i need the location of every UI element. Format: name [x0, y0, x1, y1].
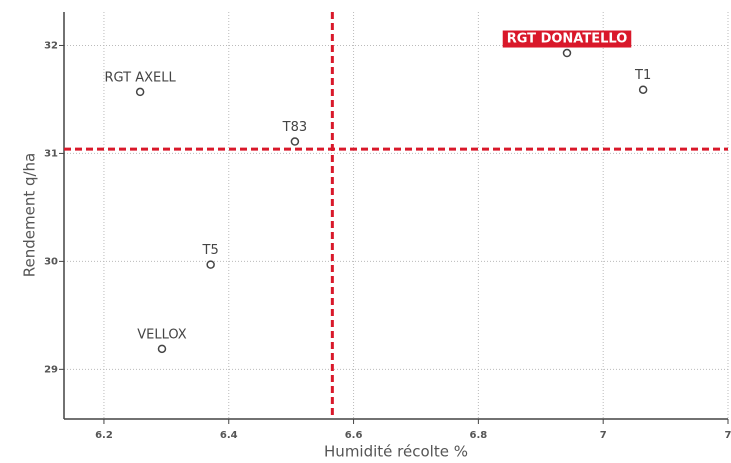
- point: [562, 48, 572, 58]
- point: [157, 344, 167, 354]
- y-tick-label: 29: [44, 364, 58, 375]
- y-axis-label: Rendement q/ha: [21, 153, 39, 278]
- x-tick-label: 6.6: [345, 430, 363, 441]
- x-tick-label: 7: [725, 430, 731, 441]
- point: [135, 87, 145, 97]
- x-tick-label: 6.2: [95, 430, 113, 441]
- y-tick-label: 30: [44, 256, 58, 267]
- x-tick-label: 6.8: [470, 430, 488, 441]
- y-tick-label: 31: [44, 148, 58, 159]
- x-tick-label: 6.4: [220, 430, 238, 441]
- point-label: T1: [634, 68, 651, 83]
- point-label: T5: [202, 243, 219, 258]
- point-label: T83: [282, 120, 307, 135]
- point-label: RGT AXELL: [105, 70, 177, 85]
- point: [638, 85, 648, 94]
- point-label: VELLOX: [137, 327, 187, 342]
- point: [290, 137, 300, 146]
- label-highlight: [502, 30, 632, 48]
- point-label: RGT DONATELLO: [507, 32, 628, 47]
- x-axis-label: Humidité récolte %: [324, 443, 468, 461]
- x-tick-label: 7: [600, 430, 607, 441]
- y-tick-label: 32: [44, 40, 58, 51]
- point: [206, 260, 215, 269]
